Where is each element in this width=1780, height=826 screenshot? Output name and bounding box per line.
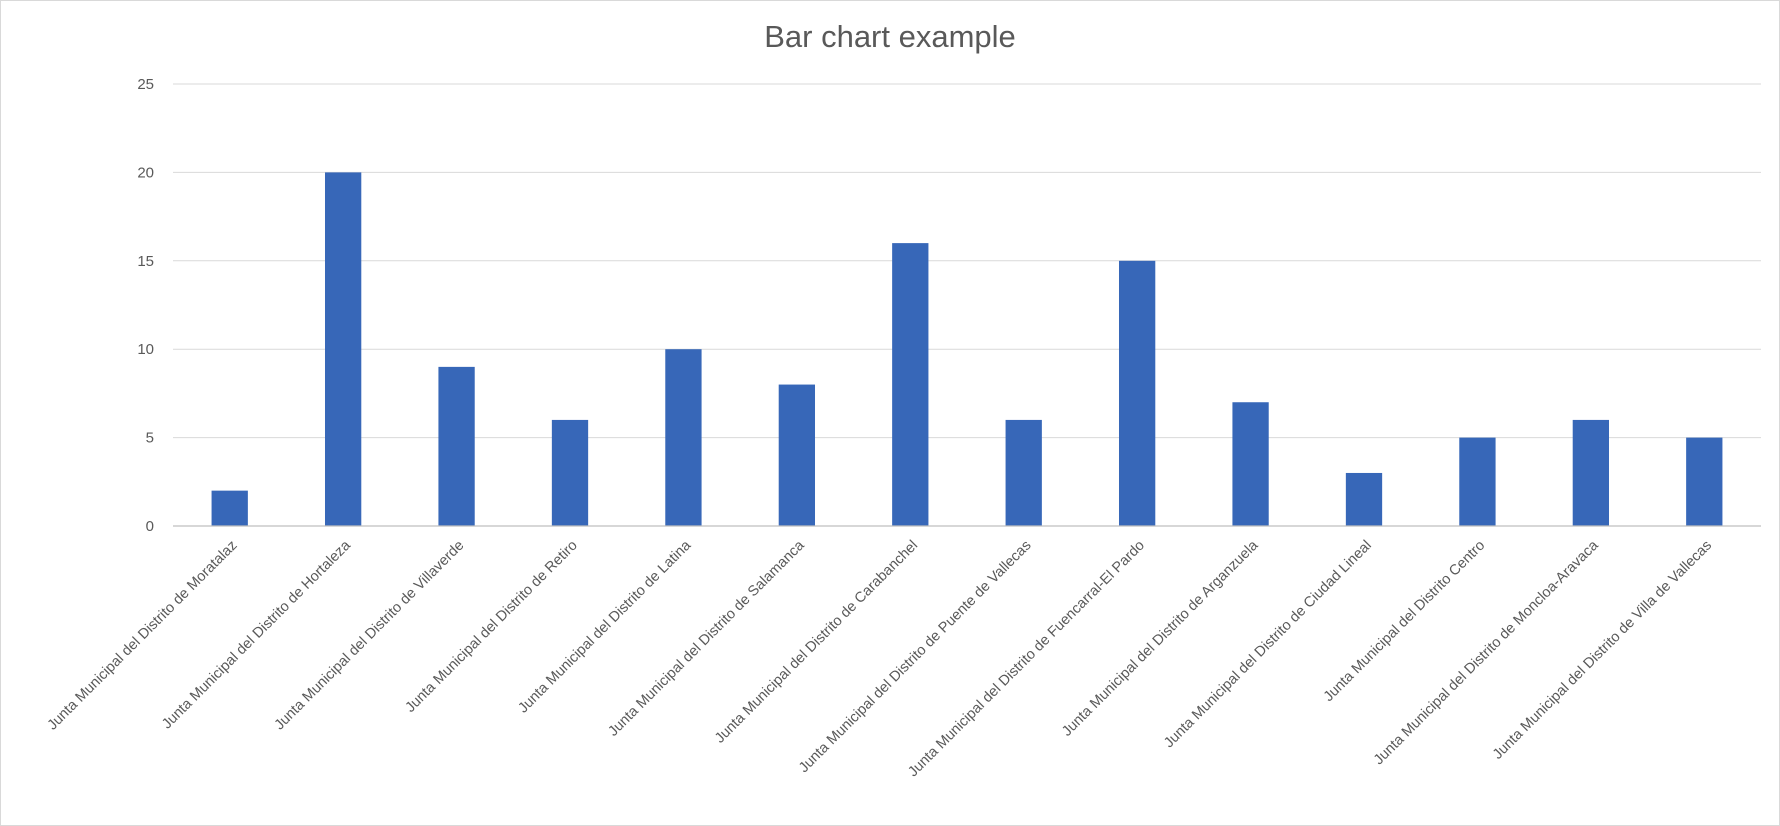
y-axis-ticks: 0 5 10 15 20 25 — [137, 76, 154, 535]
bars — [211, 172, 1723, 526]
bar — [1345, 472, 1383, 526]
bar — [1005, 419, 1042, 526]
bar — [324, 172, 362, 526]
bar — [1232, 402, 1269, 526]
gridlines — [173, 83, 1761, 439]
y-tick-label: 15 — [137, 253, 154, 270]
y-tick-label: 20 — [137, 164, 154, 181]
bar — [1572, 419, 1610, 526]
x-tick-label: Junta Municipal del Distrito de Villaver… — [272, 538, 468, 734]
x-tick-label: Junta Municipal del Distrito de Carabanc… — [712, 538, 921, 747]
y-tick-label: 0 — [146, 518, 154, 535]
x-tick-label: Junta Municipal del Distrito de Moratala… — [45, 538, 241, 734]
bar — [665, 349, 702, 526]
bar — [211, 490, 248, 526]
bar — [1118, 260, 1156, 526]
bar — [551, 419, 589, 526]
y-tick-label: 5 — [146, 430, 154, 447]
bar — [892, 243, 929, 526]
x-tick-label: Junta Municipal del Distrito de Puente d… — [796, 538, 1035, 777]
x-tick-label: Junta Municipal del Distrito de Moncloa-… — [1371, 537, 1602, 768]
chart-title: Bar chart example — [764, 19, 1016, 54]
y-tick-label: 10 — [137, 341, 154, 358]
x-tick-label: Junta Municipal del Distrito de Villa de… — [1490, 538, 1715, 763]
x-axis-ticks: Junta Municipal del Distrito de Moratala… — [45, 537, 1716, 780]
x-tick-label: Junta Municipal del Distrito de Arganzue… — [1059, 537, 1262, 740]
bar — [438, 366, 475, 526]
bar — [1686, 437, 1723, 526]
bar — [778, 384, 816, 526]
y-tick-label: 25 — [137, 76, 154, 93]
x-tick-label: Junta Municipal del Distrito de Salamanc… — [605, 537, 808, 740]
x-tick-label: Junta Municipal del Distrito de Fuencarr… — [905, 538, 1148, 781]
x-tick-label: Junta Municipal del Distrito de Hortalez… — [159, 537, 354, 732]
bar — [1459, 437, 1496, 526]
x-tick-label: Junta Municipal del Distrito de Ciudad L… — [1161, 538, 1375, 752]
